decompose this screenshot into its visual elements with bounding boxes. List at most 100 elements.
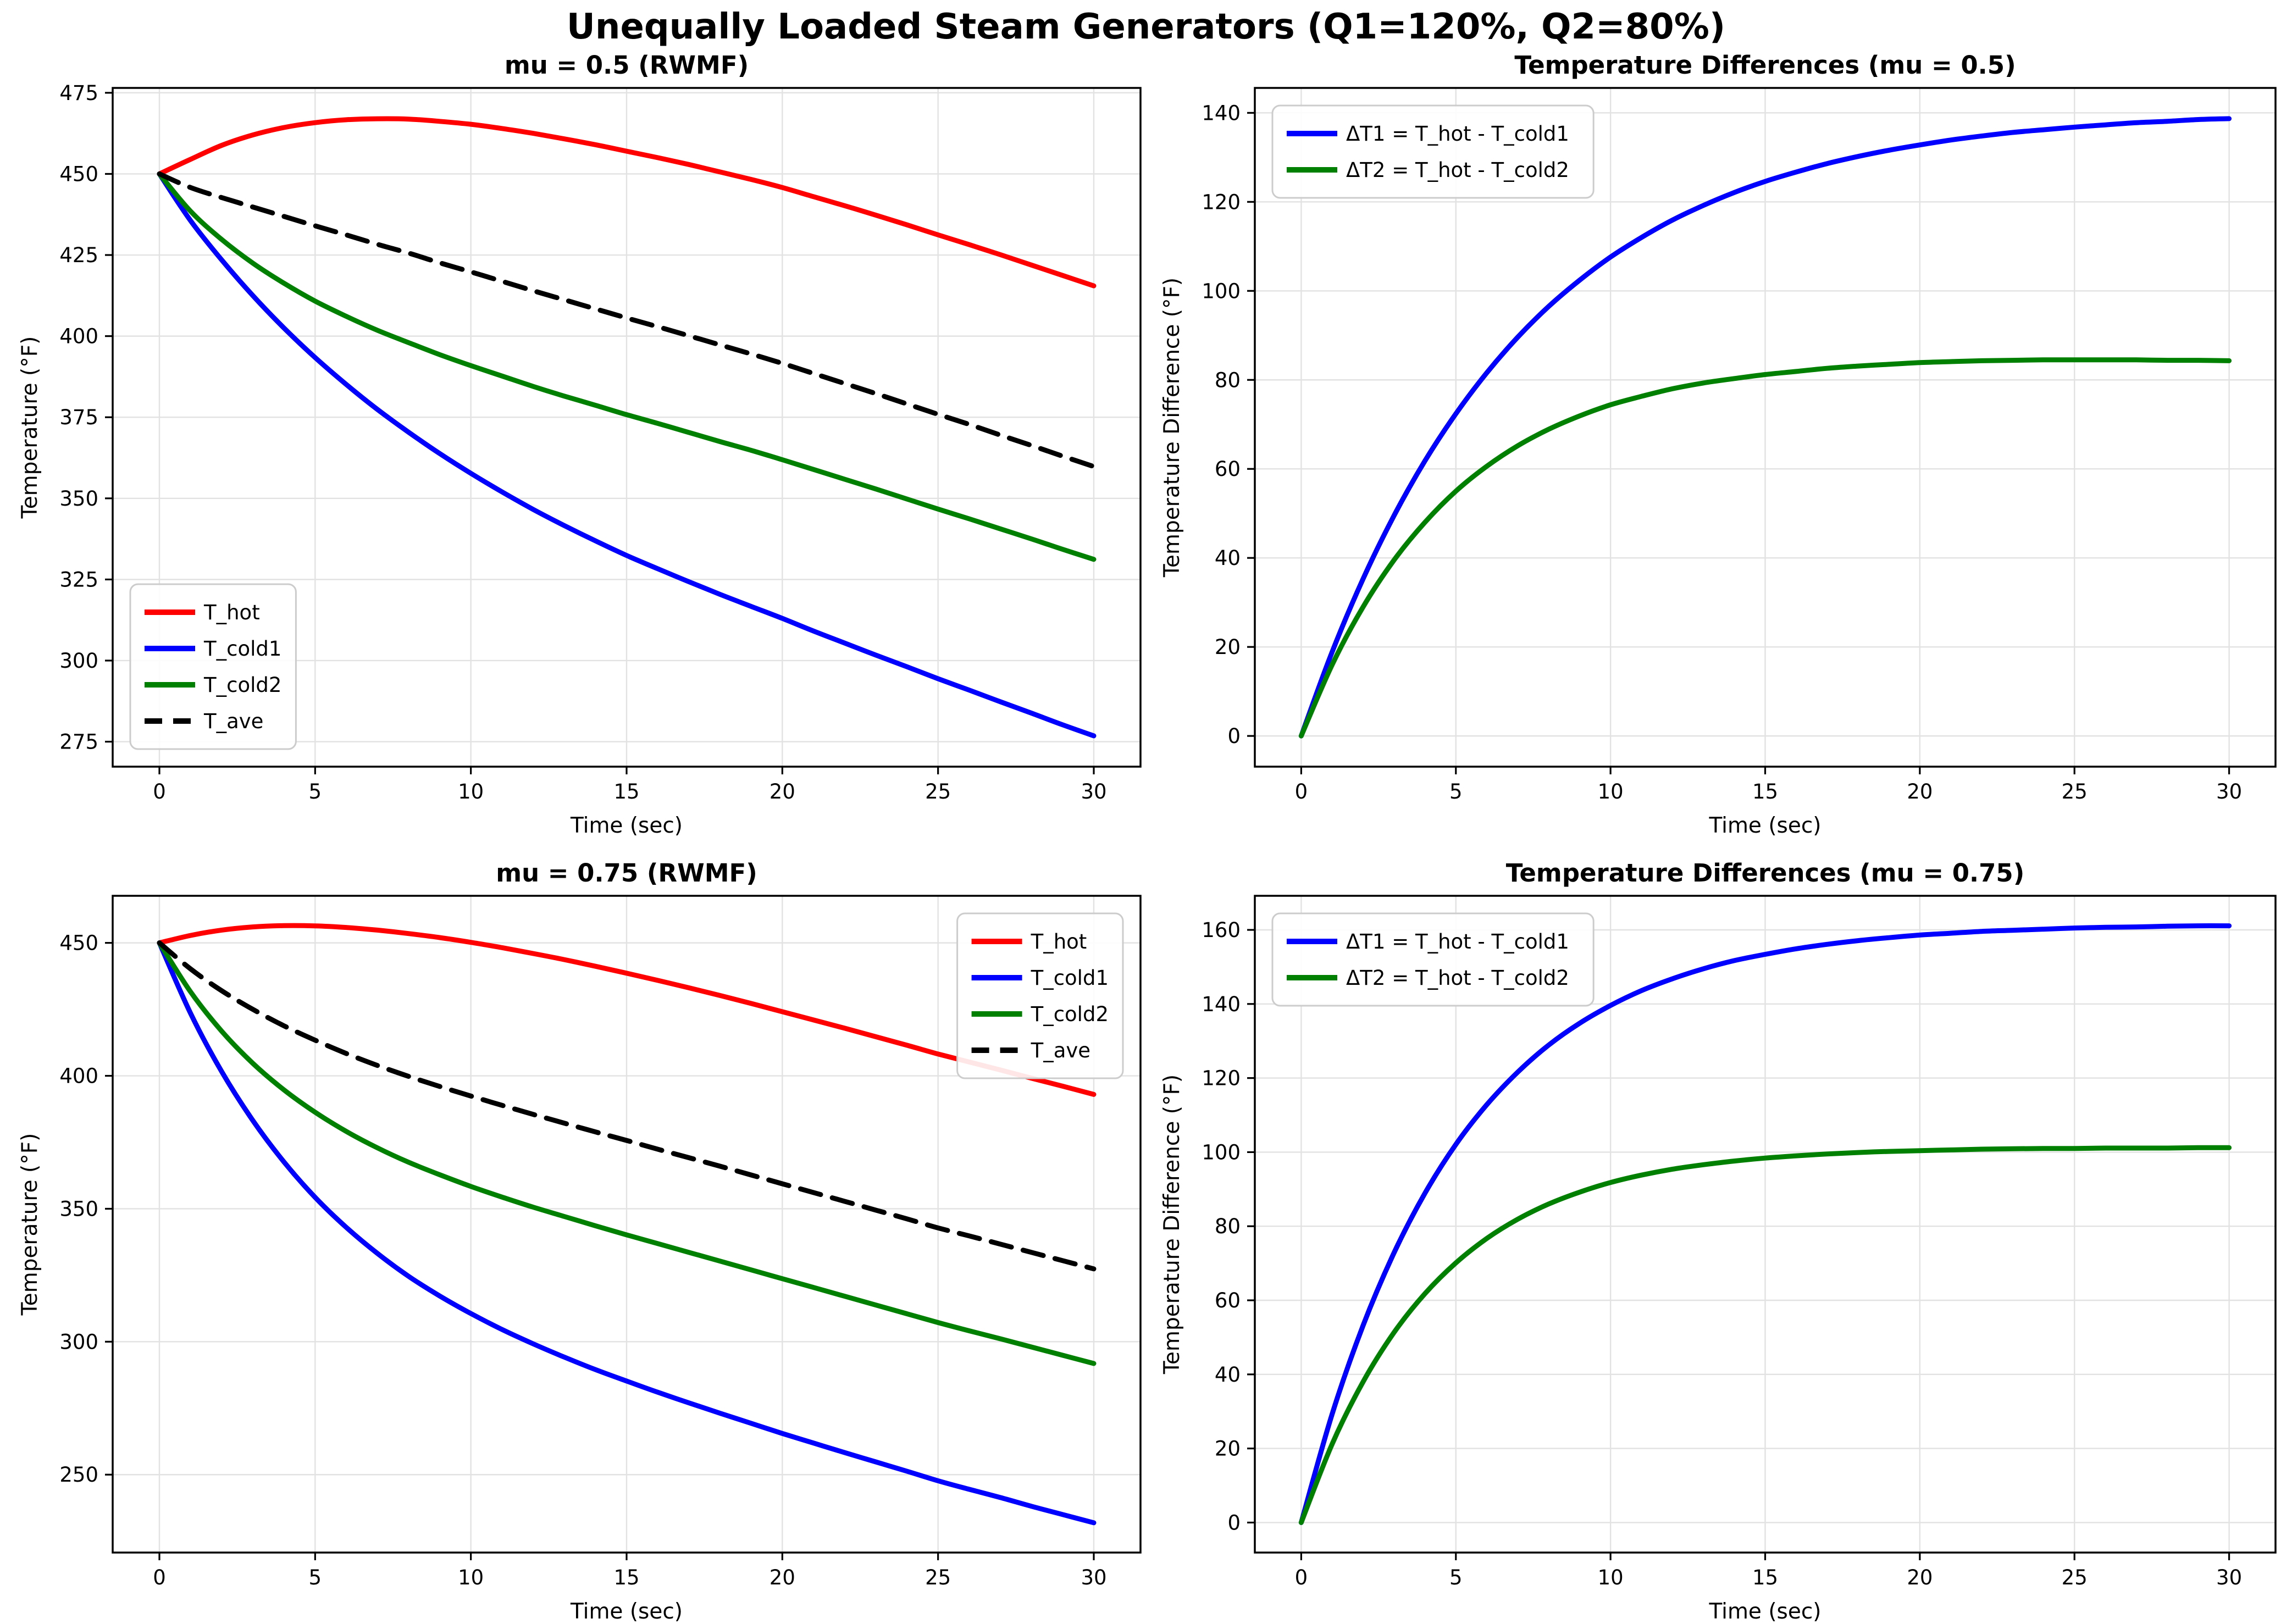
y-tick-label: 100 bbox=[1202, 279, 1241, 303]
x-tick-label: 10 bbox=[1598, 780, 1624, 803]
legend-item-label: T_ave bbox=[1031, 1039, 1090, 1062]
x-axis-label: Time (sec) bbox=[570, 1599, 683, 1624]
legend-box bbox=[129, 583, 297, 750]
x-tick-label: 30 bbox=[1081, 1566, 1106, 1589]
x-axis-label: Time (sec) bbox=[570, 813, 683, 838]
x-tick-label: 25 bbox=[925, 1566, 951, 1589]
y-tick-label: 100 bbox=[1202, 1140, 1241, 1164]
y-tick-label: 300 bbox=[59, 1330, 98, 1354]
x-tick-label: 5 bbox=[1449, 780, 1463, 803]
x-tick-label: 20 bbox=[769, 780, 795, 803]
legend-item-label: ΔT2 = T_hot - T_cold2 bbox=[1346, 966, 1569, 990]
legend-item-label: T_cold1 bbox=[203, 637, 281, 661]
x-tick-label: 10 bbox=[458, 780, 484, 803]
subplot-diffs-mu-0.5: 0 5 10 15 20 25 30 0 20 40 60 80 100 120 140 Time (sec)… bbox=[1160, 51, 2277, 838]
y-tick-label: 400 bbox=[59, 1065, 98, 1088]
series-T_cold2 bbox=[157, 940, 1097, 1366]
y-tick-label: 400 bbox=[59, 325, 98, 348]
x-tick-label: 25 bbox=[2062, 780, 2088, 803]
subplot-title: mu = 0.75 (RWMF) bbox=[496, 858, 757, 888]
y-tick-label: 80 bbox=[1215, 1215, 1241, 1238]
y-tick-label: 0 bbox=[1227, 1511, 1241, 1534]
legend-box bbox=[1271, 912, 1595, 1007]
x-tick-label: 20 bbox=[769, 1566, 795, 1589]
y-tick-label: 120 bbox=[1202, 190, 1241, 214]
y-tick-label: 250 bbox=[59, 1463, 98, 1487]
y-tick-label: 450 bbox=[59, 162, 98, 186]
x-tick-label: 5 bbox=[309, 1566, 322, 1589]
series-T_cold1 bbox=[157, 171, 1097, 739]
series-T_cold1 bbox=[157, 940, 1097, 1526]
y-tick-label: 0 bbox=[1227, 724, 1241, 748]
y-axis-label: Temperature Difference (°F) bbox=[1160, 1074, 1184, 1374]
subplot-temps-mu-0.5: 0 5 10 15 20 25 30 275 300 325 350 375 400 425 450 475 T… bbox=[18, 51, 1142, 838]
x-tick-label: 0 bbox=[153, 780, 166, 803]
series-ΔT1 = T_hot - T_cold1 bbox=[1298, 923, 2232, 1525]
x-tick-label: 30 bbox=[2216, 1566, 2242, 1589]
x-tick-label: 10 bbox=[458, 1566, 484, 1589]
x-tick-label: 10 bbox=[1598, 1566, 1624, 1589]
legend: ΔT1 = T_hot - T_cold1 ΔT2 = T_hot - T_col… bbox=[1271, 912, 1595, 1007]
y-tick-label: 120 bbox=[1202, 1067, 1241, 1090]
x-tick-label: 15 bbox=[613, 780, 639, 803]
subplot-title: mu = 0.5 (RWMF) bbox=[505, 51, 749, 80]
x-axis-label: Time (sec) bbox=[1708, 813, 1821, 838]
legend-item-label: T_cold2 bbox=[1031, 1002, 1109, 1026]
y-axis-label: Temperature (°F) bbox=[18, 336, 42, 519]
y-tick-label: 350 bbox=[59, 1197, 98, 1221]
x-tick-label: 0 bbox=[1295, 780, 1308, 803]
x-tick-label: 20 bbox=[1907, 780, 1933, 803]
y-tick-label: 80 bbox=[1215, 368, 1241, 392]
x-tick-label: 25 bbox=[925, 780, 951, 803]
y-tick-label: 20 bbox=[1215, 635, 1241, 659]
legend-box bbox=[1271, 104, 1595, 199]
x-tick-label: 30 bbox=[1081, 780, 1106, 803]
legend-box bbox=[956, 912, 1124, 1079]
series-T_hot bbox=[157, 923, 1097, 1097]
y-tick-label: 375 bbox=[59, 406, 98, 429]
legend: T_hot T_cold1 T_cold2 T_ave bbox=[129, 583, 297, 750]
series-ΔT2 = T_hot - T_cold2 bbox=[1298, 1145, 2232, 1525]
x-tick-label: 15 bbox=[1752, 1566, 1778, 1589]
x-tick-label: 15 bbox=[613, 1566, 639, 1589]
legend-item-label: ΔT1 = T_hot - T_cold1 bbox=[1346, 930, 1569, 954]
x-tick-label: 0 bbox=[153, 1566, 166, 1589]
legend-item-label: T_cold1 bbox=[1031, 966, 1109, 990]
legend: ΔT1 = T_hot - T_cold1 ΔT2 = T_hot - T_col… bbox=[1271, 104, 1595, 199]
y-tick-label: 450 bbox=[59, 932, 98, 955]
subplot-title: Temperature Differences (mu = 0.75) bbox=[1506, 858, 2025, 888]
subplot-diffs-mu-0.75: 0 5 10 15 20 25 30 0 20 40 60 80 100 120 140 160 Time (s… bbox=[1160, 858, 2277, 1624]
x-axis-label: Time (sec) bbox=[1708, 1599, 1821, 1624]
x-tick-label: 30 bbox=[2216, 780, 2242, 803]
y-tick-label: 160 bbox=[1202, 918, 1241, 942]
y-tick-label: 475 bbox=[59, 81, 98, 105]
series-ΔT1 = T_hot - T_cold1 bbox=[1298, 116, 2232, 739]
series-T_ave bbox=[157, 171, 1097, 469]
y-tick-label: 140 bbox=[1202, 993, 1241, 1016]
y-tick-label: 425 bbox=[59, 243, 98, 267]
x-tick-label: 20 bbox=[1907, 1566, 1933, 1589]
x-tick-label: 0 bbox=[1295, 1566, 1308, 1589]
y-tick-label: 275 bbox=[59, 730, 98, 754]
legend-item-label: T_cold2 bbox=[203, 673, 281, 697]
x-tick-label: 25 bbox=[2062, 1566, 2088, 1589]
y-axis-label: Temperature Difference (°F) bbox=[1160, 278, 1184, 578]
legend-item-label: T_hot bbox=[203, 601, 260, 624]
gridlines bbox=[1255, 896, 2276, 1553]
legend-item-label: ΔT1 = T_hot - T_cold1 bbox=[1346, 122, 1569, 146]
x-tick-label: 15 bbox=[1752, 780, 1778, 803]
series-T_cold2 bbox=[157, 171, 1097, 562]
y-tick-label: 325 bbox=[59, 568, 98, 591]
series-T_hot bbox=[157, 116, 1097, 289]
y-tick-label: 60 bbox=[1215, 1289, 1241, 1312]
subplot-title: Temperature Differences (mu = 0.5) bbox=[1514, 51, 2016, 80]
legend: T_hot T_cold1 T_cold2 T_ave bbox=[956, 912, 1124, 1079]
subplot-temps-mu-0.75: 0 5 10 15 20 25 30 250 300 350 400 450 Time (sec) Tem… bbox=[18, 858, 1142, 1624]
legend-item-label: ΔT2 = T_hot - T_cold2 bbox=[1346, 158, 1569, 182]
y-tick-label: 300 bbox=[59, 649, 98, 673]
series-ΔT2 = T_hot - T_cold2 bbox=[1298, 357, 2232, 739]
y-tick-label: 60 bbox=[1215, 457, 1241, 481]
y-tick-label: 140 bbox=[1202, 101, 1241, 125]
